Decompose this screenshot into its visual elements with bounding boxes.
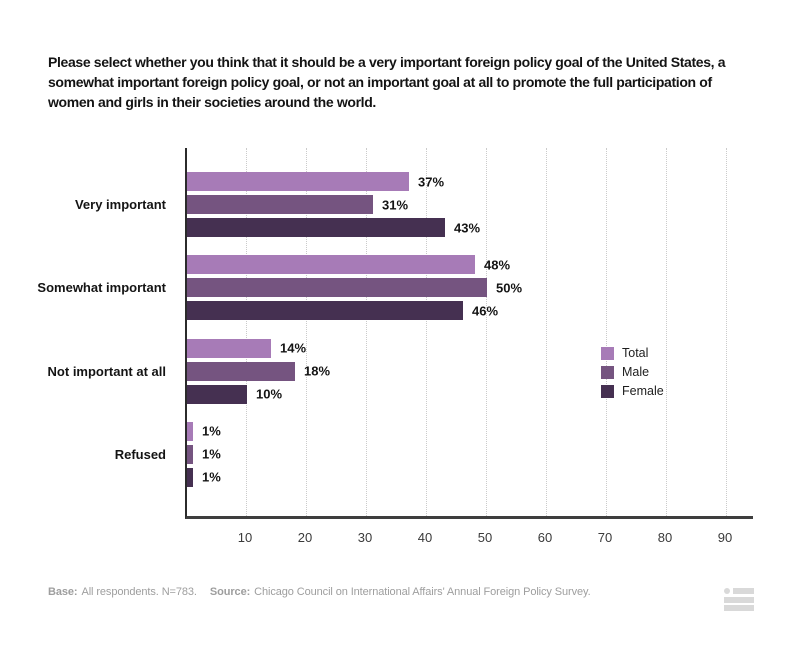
x-tick-label: 60 xyxy=(537,530,553,545)
bar-value-label: 1% xyxy=(202,469,221,485)
legend-swatch xyxy=(601,347,614,360)
bar: 46% xyxy=(187,301,498,321)
legend-swatch xyxy=(601,385,614,398)
list-line-icon xyxy=(733,588,754,594)
bar-group: 48% 50% 46% xyxy=(187,255,753,321)
bar-value-label: 18% xyxy=(304,363,331,379)
legend-item: Female xyxy=(601,385,664,398)
bar: 31% xyxy=(187,195,408,214)
bar: 10% xyxy=(187,384,282,404)
legend-label: Female xyxy=(622,384,664,398)
list-line-icon xyxy=(724,605,754,611)
legend-item: Male xyxy=(601,366,664,379)
bar: 37% xyxy=(187,172,444,191)
base-label: Base: xyxy=(48,586,78,598)
bar: 1% xyxy=(187,421,221,441)
gridline xyxy=(246,148,247,516)
list-dot-icon xyxy=(724,588,730,594)
gridline xyxy=(486,148,487,516)
bar-group: 1% 1% 1% xyxy=(187,421,753,487)
x-tick-label: 50 xyxy=(477,530,493,545)
bar: 50% xyxy=(187,278,522,298)
category-label: Somewhat important xyxy=(37,280,166,296)
bar-value-label: 14% xyxy=(280,340,307,356)
gridline xyxy=(546,148,547,516)
x-tick-label: 30 xyxy=(357,530,373,545)
source-text: Chicago Council on International Affairs… xyxy=(254,586,591,598)
x-tick-label: 40 xyxy=(417,530,433,545)
gridline xyxy=(666,148,667,516)
bar: 1% xyxy=(187,467,221,487)
legend: Total Male Female xyxy=(601,347,664,398)
bar-value-label: 37% xyxy=(418,174,445,189)
base-text: All respondents. N=783. xyxy=(81,586,197,598)
x-tick-label: 10 xyxy=(237,530,253,545)
category-label: Very important xyxy=(74,197,166,212)
x-tick-label: 20 xyxy=(297,530,313,545)
bar-value-label: 48% xyxy=(484,257,511,273)
bar-value-label: 10% xyxy=(256,386,283,402)
bar-group: 14% 18% 10% xyxy=(187,338,753,404)
plot-area: 37% 31% 43% 48% 50% 46% 14% 18% 10% 1% 1% 1% xyxy=(185,148,753,519)
bar-value-label: 1% xyxy=(202,446,221,462)
category-label: Not important at all xyxy=(47,363,166,379)
footer-note: Base: All respondents. N=783. Source: Chica… xyxy=(48,586,591,598)
gridline xyxy=(606,148,607,516)
bar-value-label: 43% xyxy=(454,220,481,235)
bar: 43% xyxy=(187,218,480,237)
bar: 14% xyxy=(187,338,306,358)
x-tick-label: 70 xyxy=(597,530,613,545)
bar: 18% xyxy=(187,361,330,381)
gridline xyxy=(426,148,427,516)
gridline xyxy=(366,148,367,516)
list-lines-icon xyxy=(724,588,754,611)
bar-value-label: 1% xyxy=(202,423,221,439)
x-tick-label: 80 xyxy=(657,530,673,545)
gridline xyxy=(726,148,727,516)
x-tick-label: 90 xyxy=(717,530,733,545)
legend-swatch xyxy=(601,366,614,379)
bar-value-label: 50% xyxy=(496,280,523,296)
bar-value-label: 31% xyxy=(382,197,409,212)
legend-label: Male xyxy=(622,365,650,379)
bar-value-label: 46% xyxy=(472,303,499,319)
source-label: Source: xyxy=(209,586,251,598)
gridline xyxy=(306,148,307,516)
list-line-icon xyxy=(724,596,754,603)
legend-label: Total xyxy=(622,346,649,360)
survey-question-title: Please select whether you think that it … xyxy=(48,54,726,110)
bar: 48% xyxy=(187,255,510,275)
bar-group: 37% 31% 43% xyxy=(187,172,753,237)
legend-item: Total xyxy=(601,347,664,360)
bar: 1% xyxy=(187,444,221,464)
category-label: Refused xyxy=(114,446,166,462)
